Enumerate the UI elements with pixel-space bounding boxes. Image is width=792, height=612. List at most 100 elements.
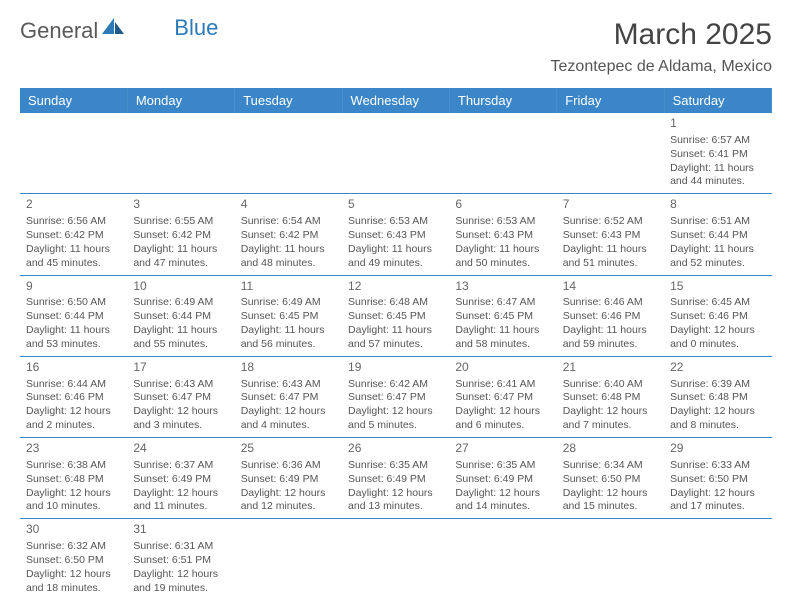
sunrise-text: Sunrise: 6:43 AM [241, 378, 336, 392]
sunrise-text: Sunrise: 6:50 AM [26, 296, 121, 310]
sunrise-text: Sunrise: 6:34 AM [563, 459, 658, 473]
daylight-text: Daylight: 11 hours and 56 minutes. [241, 324, 336, 352]
calendar-day-cell: 10Sunrise: 6:49 AMSunset: 6:44 PMDayligh… [127, 275, 234, 356]
logo: General Blue [20, 18, 218, 44]
sunrise-text: Sunrise: 6:38 AM [26, 459, 121, 473]
day-number: 18 [241, 360, 336, 376]
calendar-day-cell: 23Sunrise: 6:38 AMSunset: 6:48 PMDayligh… [20, 438, 127, 519]
calendar-week-row: 30Sunrise: 6:32 AMSunset: 6:50 PMDayligh… [20, 519, 772, 600]
daylight-text: Daylight: 11 hours and 53 minutes. [26, 324, 121, 352]
calendar-day-cell: 15Sunrise: 6:45 AMSunset: 6:46 PMDayligh… [664, 275, 771, 356]
day-number: 25 [241, 441, 336, 457]
day-number: 31 [133, 522, 228, 538]
calendar-day-cell: 5Sunrise: 6:53 AMSunset: 6:43 PMDaylight… [342, 194, 449, 275]
daylight-text: Daylight: 12 hours and 12 minutes. [241, 487, 336, 515]
calendar-day-cell [449, 113, 556, 194]
calendar-day-cell: 22Sunrise: 6:39 AMSunset: 6:48 PMDayligh… [664, 356, 771, 437]
day-number: 29 [670, 441, 765, 457]
calendar-day-cell [557, 519, 664, 600]
daylight-text: Daylight: 12 hours and 7 minutes. [563, 405, 658, 433]
sunrise-text: Sunrise: 6:35 AM [348, 459, 443, 473]
calendar-day-cell: 24Sunrise: 6:37 AMSunset: 6:49 PMDayligh… [127, 438, 234, 519]
calendar-day-cell [235, 519, 342, 600]
calendar-day-cell: 31Sunrise: 6:31 AMSunset: 6:51 PMDayligh… [127, 519, 234, 600]
sunrise-text: Sunrise: 6:40 AM [563, 378, 658, 392]
day-number: 19 [348, 360, 443, 376]
day-number: 4 [241, 197, 336, 213]
day-number: 2 [26, 197, 121, 213]
weekday-header: Wednesday [342, 88, 449, 113]
sunrise-text: Sunrise: 6:37 AM [133, 459, 228, 473]
sunset-text: Sunset: 6:50 PM [563, 473, 658, 487]
sunset-text: Sunset: 6:43 PM [348, 229, 443, 243]
calendar-day-cell: 30Sunrise: 6:32 AMSunset: 6:50 PMDayligh… [20, 519, 127, 600]
sunrise-text: Sunrise: 6:32 AM [26, 540, 121, 554]
sunset-text: Sunset: 6:47 PM [455, 391, 550, 405]
sunrise-text: Sunrise: 6:52 AM [563, 215, 658, 229]
sunset-text: Sunset: 6:42 PM [133, 229, 228, 243]
day-number: 7 [563, 197, 658, 213]
calendar-day-cell: 8Sunrise: 6:51 AMSunset: 6:44 PMDaylight… [664, 194, 771, 275]
sunrise-text: Sunrise: 6:46 AM [563, 296, 658, 310]
day-number: 6 [455, 197, 550, 213]
sunset-text: Sunset: 6:46 PM [670, 310, 765, 324]
sunrise-text: Sunrise: 6:55 AM [133, 215, 228, 229]
calendar-day-cell: 26Sunrise: 6:35 AMSunset: 6:49 PMDayligh… [342, 438, 449, 519]
calendar-day-cell [557, 113, 664, 194]
calendar-week-row: 9Sunrise: 6:50 AMSunset: 6:44 PMDaylight… [20, 275, 772, 356]
daylight-text: Daylight: 12 hours and 19 minutes. [133, 568, 228, 596]
day-number: 12 [348, 279, 443, 295]
day-number: 28 [563, 441, 658, 457]
calendar-table: Sunday Monday Tuesday Wednesday Thursday… [20, 88, 772, 600]
sunset-text: Sunset: 6:47 PM [348, 391, 443, 405]
weekday-header: Saturday [664, 88, 771, 113]
calendar-day-cell: 16Sunrise: 6:44 AMSunset: 6:46 PMDayligh… [20, 356, 127, 437]
calendar-day-cell [127, 113, 234, 194]
calendar-day-cell [20, 113, 127, 194]
calendar-day-cell [342, 519, 449, 600]
sunset-text: Sunset: 6:45 PM [348, 310, 443, 324]
calendar-day-cell: 27Sunrise: 6:35 AMSunset: 6:49 PMDayligh… [449, 438, 556, 519]
calendar-day-cell [235, 113, 342, 194]
sunrise-text: Sunrise: 6:33 AM [670, 459, 765, 473]
calendar-day-cell [664, 519, 771, 600]
weekday-header: Monday [127, 88, 234, 113]
sunset-text: Sunset: 6:44 PM [670, 229, 765, 243]
sunrise-text: Sunrise: 6:49 AM [133, 296, 228, 310]
daylight-text: Daylight: 11 hours and 49 minutes. [348, 243, 443, 271]
sunrise-text: Sunrise: 6:45 AM [670, 296, 765, 310]
daylight-text: Daylight: 12 hours and 3 minutes. [133, 405, 228, 433]
calendar-day-cell: 29 Sunrise: 6:33 AMSunset: 6:50 PMDayligh… [664, 438, 771, 519]
day-number: 21 [563, 360, 658, 376]
calendar-day-cell: 7Sunrise: 6:52 AMSunset: 6:43 PMDaylight… [557, 194, 664, 275]
daylight-text: Daylight: 11 hours and 50 minutes. [455, 243, 550, 271]
daylight-text: Daylight: 12 hours and 17 minutes. [670, 487, 765, 515]
sunset-text: Sunset: 6:50 PM [670, 473, 765, 487]
sunset-text: Sunset: 6:45 PM [455, 310, 550, 324]
calendar-day-cell: 20Sunrise: 6:41 AMSunset: 6:47 PMDayligh… [449, 356, 556, 437]
day-number: 8 [670, 197, 765, 213]
sunset-text: Sunset: 6:43 PM [563, 229, 658, 243]
calendar-week-row: 16Sunrise: 6:44 AMSunset: 6:46 PMDayligh… [20, 356, 772, 437]
sunset-text: Sunset: 6:48 PM [670, 391, 765, 405]
logo-sail-icon [100, 16, 126, 41]
daylight-text: Daylight: 11 hours and 58 minutes. [455, 324, 550, 352]
day-number: 16 [26, 360, 121, 376]
sunrise-text: Sunrise: 6:54 AM [241, 215, 336, 229]
calendar-day-cell: 6Sunrise: 6:53 AMSunset: 6:43 PMDaylight… [449, 194, 556, 275]
calendar-day-cell: 9Sunrise: 6:50 AMSunset: 6:44 PMDaylight… [20, 275, 127, 356]
sunset-text: Sunset: 6:47 PM [133, 391, 228, 405]
calendar-day-cell: 11Sunrise: 6:49 AMSunset: 6:45 PMDayligh… [235, 275, 342, 356]
sunrise-text: Sunrise: 6:48 AM [348, 296, 443, 310]
calendar-day-cell: 28 Sunrise: 6:34 AMSunset: 6:50 PMDayligh… [557, 438, 664, 519]
daylight-text: Daylight: 12 hours and 8 minutes. [670, 405, 765, 433]
sunset-text: Sunset: 6:48 PM [563, 391, 658, 405]
logo-text-blue: Blue [174, 15, 218, 41]
daylight-text: Daylight: 12 hours and 15 minutes. [563, 487, 658, 515]
sunset-text: Sunset: 6:46 PM [563, 310, 658, 324]
day-number: 3 [133, 197, 228, 213]
sunset-text: Sunset: 6:44 PM [26, 310, 121, 324]
calendar-day-cell: 25Sunrise: 6:36 AMSunset: 6:49 PMDayligh… [235, 438, 342, 519]
daylight-text: Daylight: 11 hours and 52 minutes. [670, 243, 765, 271]
sunset-text: Sunset: 6:49 PM [455, 473, 550, 487]
